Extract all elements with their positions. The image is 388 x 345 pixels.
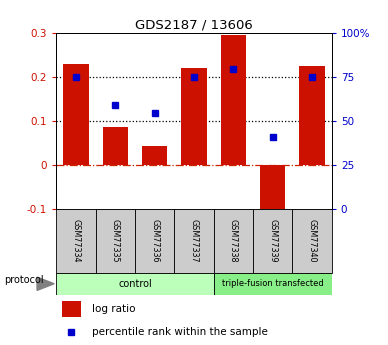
Title: GDS2187 / 13606: GDS2187 / 13606 [135,19,253,32]
Bar [142,146,168,165]
Text: GSM77337: GSM77337 [189,219,199,263]
Bar [63,63,89,165]
Bar [293,209,332,273]
Text: GSM77335: GSM77335 [111,219,120,263]
Bar [56,273,214,295]
Bar [102,127,128,165]
Bar [299,66,325,165]
Text: control: control [118,279,152,289]
Text: GSM77340: GSM77340 [308,219,317,263]
Bar [253,209,293,273]
Bar [260,165,286,211]
Bar [214,209,253,273]
Text: GSM77339: GSM77339 [268,219,277,263]
Bar [220,35,246,165]
Text: GSM77338: GSM77338 [229,219,238,263]
Text: GSM77334: GSM77334 [71,219,80,263]
Text: protocol: protocol [4,275,43,285]
Text: GSM77336: GSM77336 [150,219,159,263]
Bar [181,68,207,165]
Bar [135,209,174,273]
Text: log ratio: log ratio [92,304,135,314]
Bar [95,209,135,273]
Text: percentile rank within the sample: percentile rank within the sample [92,327,268,337]
Bar [174,209,214,273]
Text: triple-fusion transfected: triple-fusion transfected [222,279,324,288]
Bar [56,209,95,273]
Bar [214,273,332,295]
Polygon shape [37,277,54,290]
Bar [62,301,81,317]
